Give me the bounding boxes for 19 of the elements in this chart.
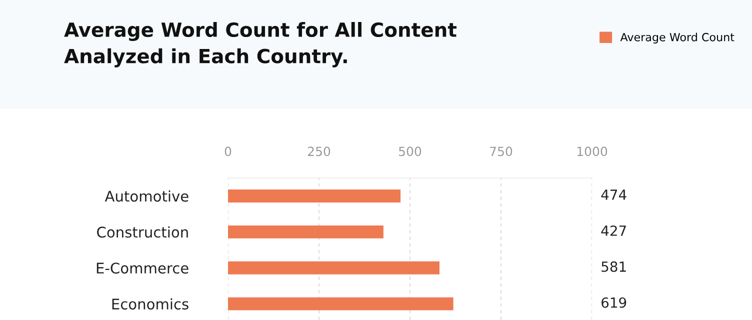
bar [228, 261, 440, 274]
x-tick-label: 500 [399, 146, 422, 156]
bar [228, 225, 384, 238]
data-label: 474 [601, 190, 626, 200]
bar [228, 297, 454, 310]
y-tick-label: Construction [97, 226, 188, 238]
data-label: 619 [602, 297, 626, 308]
y-tick-label: Economics [112, 298, 188, 310]
x-tick-label: 0 [224, 146, 232, 156]
x-tick-label: 250 [308, 146, 330, 156]
data-label: 581 [602, 261, 626, 272]
x-tick-label: 750 [490, 146, 512, 156]
y-tick-label: Automotive [104, 190, 188, 202]
bar [228, 190, 401, 202]
legend-label: Average Word Count [620, 32, 734, 44]
data-label: 427 [601, 225, 626, 236]
chart-title: Average Word Count for All Content Analyzed in Each Country. [64, 22, 457, 68]
x-tick-label: 1000 [577, 146, 608, 156]
y-tick-label: E-Commerce [96, 262, 188, 274]
